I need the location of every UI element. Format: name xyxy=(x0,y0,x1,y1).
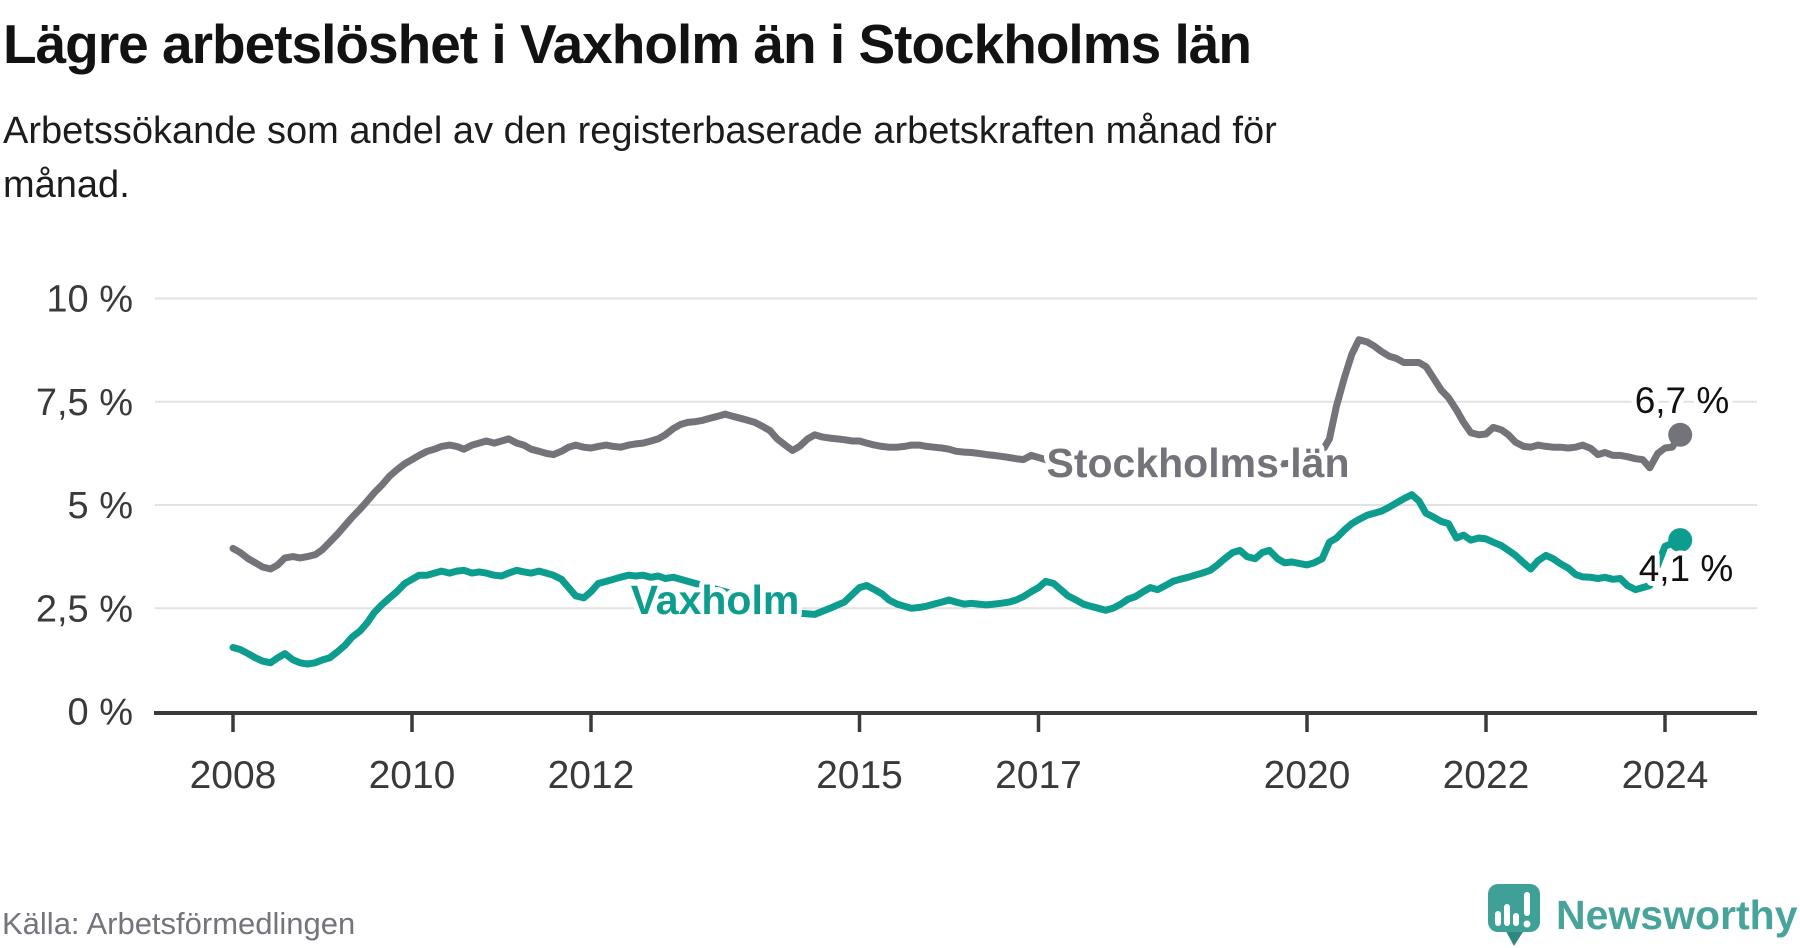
y-tick-label: 2,5 % xyxy=(36,588,133,630)
end-value-vaxholm: 4,1 % xyxy=(1639,548,1734,589)
source-note: Källa: Arbetsförmedlingen xyxy=(2,906,355,941)
x-tick-label: 2017 xyxy=(995,754,1082,797)
y-tick-label: 10 % xyxy=(46,279,133,321)
newsworthy-logo: Newsworthy xyxy=(1488,884,1798,946)
x-tick-label: 2008 xyxy=(190,754,277,797)
data-lines xyxy=(229,336,1684,668)
newsworthy-icon xyxy=(1488,884,1540,946)
x-tick-label: 2012 xyxy=(548,754,635,797)
chart-subtitle-line2: månad. xyxy=(3,164,130,206)
y-tick-label: 7,5 % xyxy=(36,382,133,424)
series-line-1 xyxy=(229,491,1684,668)
brand-name: Newsworthy xyxy=(1556,892,1798,938)
chart-subtitle-line1: Arbetssökande som andel av den registerb… xyxy=(3,110,1277,152)
y-axis-labels: 0 % 2,5 % 5 % 7,5 % 10 % xyxy=(36,279,133,734)
bar-chart-icon xyxy=(1495,911,1501,926)
bar-chart-icon xyxy=(1504,904,1510,926)
series-end-dot-0 xyxy=(1668,422,1693,447)
end-value-stockholms-lan: 6,7 % xyxy=(1635,380,1730,421)
y-tick-label: 5 % xyxy=(68,485,133,527)
series-label-stockholms-lan: Stockholms län xyxy=(1046,440,1349,486)
page-title: Lägre arbetslöshet i Vaxholm än i Stockh… xyxy=(3,13,1251,75)
exclamation-icon xyxy=(1524,892,1530,916)
series-label-vaxholm: Vaxholm xyxy=(631,577,800,623)
series-end-dot-1 xyxy=(1668,528,1693,553)
x-tick-label: 2024 xyxy=(1622,754,1709,797)
x-axis-ticks: 2008 2010 2012 2015 2017 2020 2022 2024 xyxy=(190,713,1709,797)
series-end-dots xyxy=(1668,422,1693,553)
series-line-0 xyxy=(229,336,1684,573)
gridlines xyxy=(155,297,1757,610)
x-tick-label: 2010 xyxy=(369,754,456,797)
x-tick-label: 2015 xyxy=(816,754,903,797)
x-tick-label: 2020 xyxy=(1264,754,1351,797)
exclamation-dot-icon xyxy=(1523,920,1531,928)
bar-chart-icon xyxy=(1513,913,1519,926)
x-tick-label: 2022 xyxy=(1443,754,1530,797)
y-tick-label: 0 % xyxy=(68,692,133,734)
